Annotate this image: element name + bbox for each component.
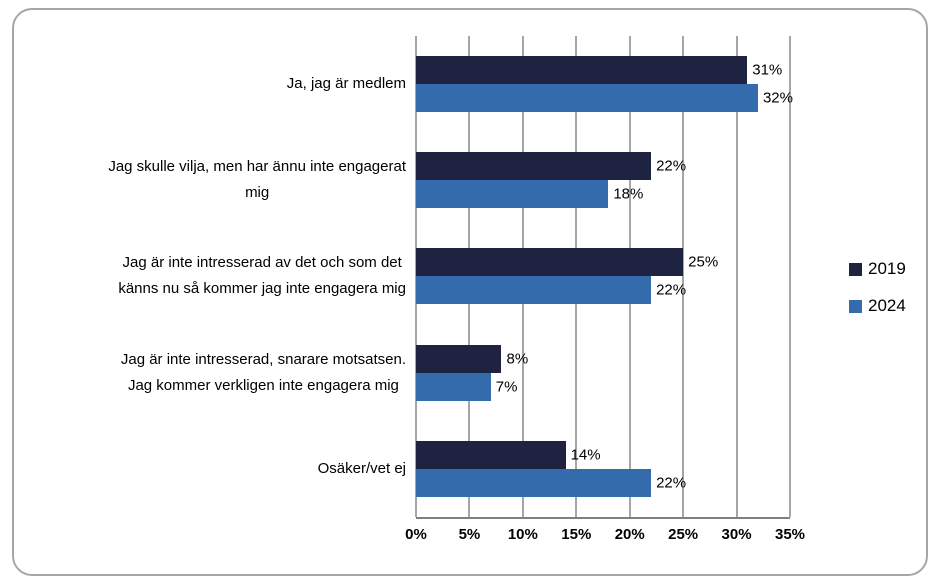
- chart-frame: [12, 8, 928, 576]
- category-label-text: Jag är inte intresserad av det och som d…: [118, 250, 406, 302]
- legend-swatch-2019: [849, 262, 862, 276]
- category-label-line: Jag är inte intresserad av det och som d…: [122, 254, 402, 272]
- x-tick-label: 20%: [614, 526, 645, 543]
- plot-area: 31% 32% 22% 18% 25% 22% 8% 7% 14% 22%: [415, 36, 793, 519]
- bar-2019: 25%: [416, 248, 718, 277]
- x-tick-label: 10%: [507, 526, 538, 543]
- bar-2019: 31%: [416, 56, 782, 85]
- gridline: [735, 36, 738, 517]
- bar-2024: 7%: [416, 372, 517, 401]
- bar-group: 31% 32%: [416, 36, 793, 132]
- bar-2019: 8%: [416, 344, 528, 373]
- category-label-line: Jag skulle vilja, men har ännu inte enga…: [108, 158, 406, 176]
- value-label: 22%: [656, 474, 687, 492]
- category-label-line: Jag är inte intresserad, snarare motsats…: [120, 350, 406, 368]
- category-label-text: Jag skulle vilja, men har ännu inte enga…: [108, 154, 406, 206]
- legend-label: 2024: [868, 296, 906, 315]
- value-label: 25%: [688, 253, 719, 271]
- bar-2019: 14%: [416, 440, 601, 469]
- bar-group: 25% 22%: [416, 228, 790, 324]
- category-label: Osäker/vet ej: [22, 421, 406, 517]
- x-tick-label: 5%: [458, 526, 481, 543]
- bar-group: 14% 22%: [416, 421, 790, 517]
- category-label: Jag är inte intresserad av det och som d…: [22, 228, 406, 324]
- x-tick-label: 30%: [721, 526, 752, 543]
- x-tick-label: 35%: [774, 526, 806, 543]
- bar-2024: 18%: [416, 180, 643, 209]
- category-label: Jag skulle vilja, men har ännu inte enga…: [22, 132, 406, 228]
- bar-2024: 22%: [416, 276, 686, 305]
- value-label: 32%: [762, 89, 793, 107]
- value-label: 22%: [656, 157, 687, 175]
- gridline: [789, 36, 791, 517]
- category-label-line: mig: [245, 184, 270, 202]
- category-label-line: Ja, jag är medlem: [286, 75, 406, 93]
- category-label-text: Osäker/vet ej: [318, 456, 406, 482]
- legend-label: 2019: [868, 259, 906, 278]
- category-label-line: känns nu så kommer jag inte engagera mig: [118, 280, 406, 298]
- value-label: 18%: [613, 185, 644, 203]
- x-axis: 0% 5% 10% 15% 20% 25% 30% 35%: [405, 526, 805, 552]
- legend-item-2024: 2024: [849, 296, 906, 316]
- category-label-line: Osäker/vet ej: [317, 459, 406, 477]
- value-label: 7%: [495, 378, 518, 396]
- category-label-text: Ja, jag är medlem: [287, 71, 406, 97]
- category-label-line: Jag kommer verkligen inte engagera mig: [127, 376, 399, 394]
- category-label: Jag är inte intresserad, snarare motsats…: [22, 325, 406, 421]
- x-tick-label: 25%: [668, 526, 699, 543]
- value-label: 22%: [656, 281, 687, 299]
- bar-2024: 22%: [416, 468, 686, 497]
- x-tick-label: 0%: [405, 526, 427, 543]
- x-tick-label: 15%: [561, 526, 592, 543]
- legend-item-2019: 2019: [849, 259, 906, 279]
- bar-group: 8% 7%: [416, 325, 790, 421]
- legend: 2019 2024: [849, 259, 906, 316]
- value-label: 31%: [752, 61, 783, 79]
- bar-group: 22% 18%: [416, 132, 790, 228]
- bar-2024: 32%: [416, 84, 793, 113]
- bar-2019: 22%: [416, 152, 686, 181]
- gridline: [682, 36, 685, 517]
- category-label-text: Jag är inte intresserad, snarare motsats…: [121, 347, 406, 399]
- value-label: 8%: [506, 350, 529, 368]
- legend-swatch-2024: [849, 299, 862, 313]
- value-label: 14%: [570, 446, 601, 464]
- category-label: Ja, jag är medlem: [22, 36, 406, 132]
